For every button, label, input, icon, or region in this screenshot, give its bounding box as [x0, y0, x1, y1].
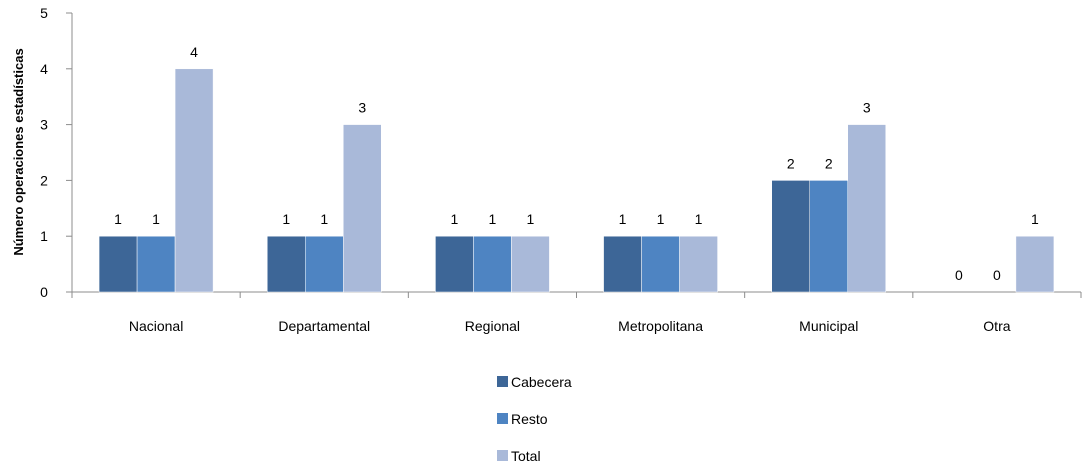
data-label: 0	[955, 267, 963, 283]
x-tick-label: Municipal	[799, 318, 858, 334]
bar-resto	[136, 235, 176, 293]
bar-total	[511, 235, 550, 293]
legend-label-total: Total	[511, 448, 541, 461]
legend-swatch-resto	[497, 413, 508, 424]
legend-label-resto: Resto	[511, 411, 548, 427]
bar-cabecera	[267, 235, 306, 293]
data-label: 2	[825, 155, 833, 171]
data-labels: 1 1 4 1 1 3 1 1 1 1 1 1 2 2 3 0 0 1	[114, 44, 1039, 283]
bar-resto	[305, 235, 344, 293]
bar-resto	[473, 235, 512, 293]
y-tick-label: 4	[40, 61, 48, 77]
bar-total	[343, 124, 382, 293]
y-tick-label: 1	[40, 228, 48, 244]
data-label: 1	[489, 211, 497, 227]
data-label: 2	[787, 155, 795, 171]
data-label: 1	[114, 211, 122, 227]
data-label: 3	[863, 100, 871, 116]
y-axis-label: Número operaciones estadísticas	[11, 48, 26, 255]
data-label: 1	[320, 211, 328, 227]
data-label: 1	[657, 211, 665, 227]
bar-total	[847, 124, 886, 293]
x-tick-label: Otra	[983, 318, 1010, 334]
y-tick-label: 0	[40, 284, 48, 300]
bar-cabecera	[435, 235, 474, 293]
x-tick-label: Regional	[465, 318, 520, 334]
x-tick-label: Metropolitana	[618, 318, 703, 334]
axes: 0 1 2 3 4 5 Nacional Departamental Regional Metro…	[40, 5, 1082, 334]
data-label: 1	[619, 211, 627, 227]
legend-swatch-cabecera	[497, 376, 508, 387]
bar-total	[1015, 235, 1055, 293]
bar-cabecera	[603, 235, 642, 293]
data-label: 1	[1031, 211, 1039, 227]
data-label: 1	[527, 211, 535, 227]
y-tick-label: 2	[40, 172, 48, 188]
data-label: 0	[993, 267, 1001, 283]
bar-cabecera	[98, 235, 138, 293]
data-label: 4	[190, 44, 198, 60]
y-tick-label: 3	[40, 117, 48, 133]
data-label: 1	[152, 211, 160, 227]
bar-total	[679, 235, 718, 293]
y-tick-label: 5	[40, 5, 48, 21]
legend-label-cabecera: Cabecera	[511, 374, 572, 390]
data-label: 3	[358, 100, 366, 116]
x-tick-label: Nacional	[129, 318, 183, 334]
x-tick-label: Departamental	[278, 318, 370, 334]
data-label: 1	[282, 211, 290, 227]
bar-resto	[809, 180, 848, 293]
bar-total	[174, 68, 214, 293]
legend-swatch-total	[497, 450, 508, 461]
bar-resto	[641, 235, 680, 293]
data-label: 1	[695, 211, 703, 227]
legend: Cabecera Resto Total	[497, 374, 572, 461]
bars	[98, 68, 1055, 293]
bar-cabecera	[771, 180, 810, 293]
data-label: 1	[451, 211, 459, 227]
